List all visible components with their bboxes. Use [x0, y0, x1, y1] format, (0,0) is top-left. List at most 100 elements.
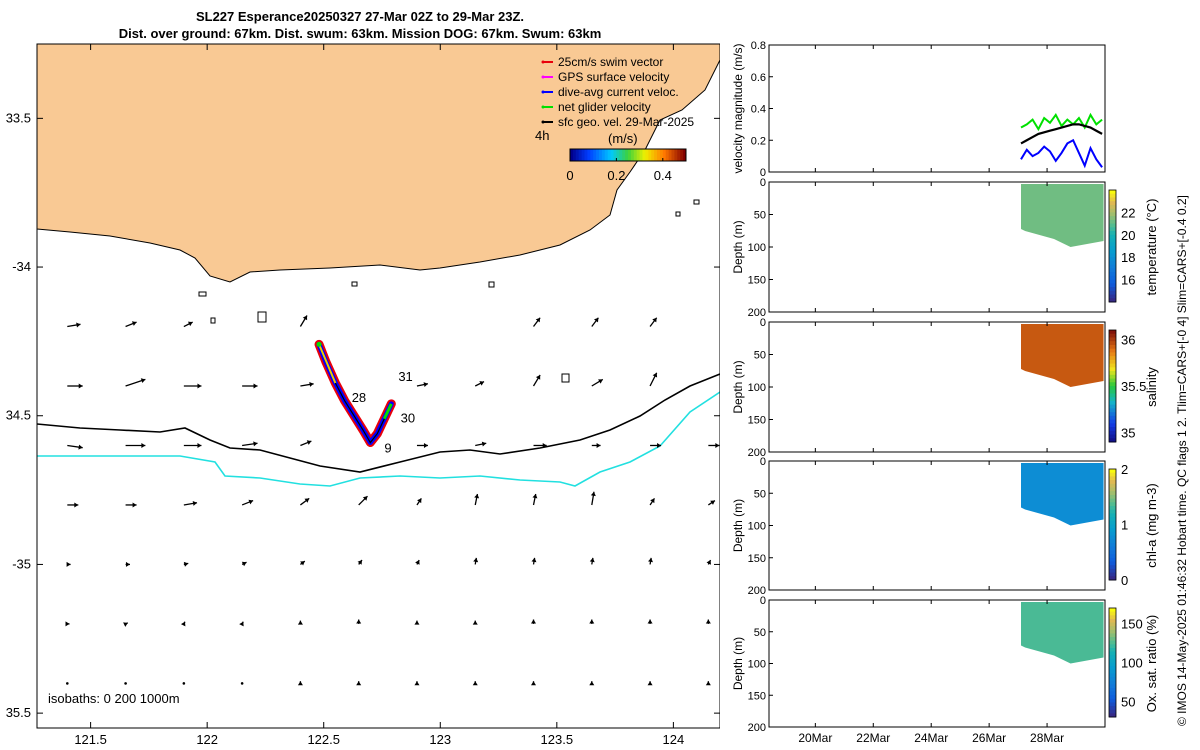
oxygen-colorbar-segment [1109, 611, 1116, 616]
salinity-colorbar-segment [1109, 438, 1116, 443]
current-vector-head [66, 561, 71, 567]
side-note: © IMOS 14-May-2025 01:46:32 Hobart time.… [1175, 195, 1189, 726]
colorbar-segment [596, 149, 600, 161]
temperature-colorbar-segment [1109, 204, 1116, 210]
velocity-series-line [1020, 138, 1103, 169]
current-vector-head [132, 502, 137, 508]
salinity-colorbar-segment [1109, 430, 1116, 436]
colorbar-segment [581, 149, 585, 161]
colorbar-segment [578, 149, 583, 161]
colorbar-segment [668, 149, 672, 161]
chl-a-colorbar-segment [1109, 539, 1116, 544]
salinity-y-tick-label: 150 [748, 415, 766, 427]
current-vector-head [356, 681, 362, 686]
colorbar-segment [633, 149, 638, 161]
chl-a-colorbar-segment [1109, 520, 1116, 525]
oxygen-colorbar-segment [1109, 618, 1116, 624]
oxygen-colorbar-segment [1109, 706, 1116, 711]
chl-a-colorbar-segment [1109, 535, 1116, 540]
map-x-tick-label: 121.5 [74, 732, 107, 747]
chl-a-colorbar-segment [1109, 546, 1116, 551]
current-vector-head [362, 496, 368, 501]
temperature-colorbar-segment [1109, 287, 1116, 292]
isobaths-label: isobaths: 0 200 1000m [48, 691, 180, 706]
current-vector-head [197, 383, 202, 389]
oxygen-colorbar-segment [1109, 666, 1116, 671]
oxygen-colorbar-segment [1109, 709, 1116, 714]
salinity-colorbar-segment [1109, 378, 1116, 383]
oxygen-y-label: Depth (m) [731, 637, 745, 690]
current-vector-head [141, 442, 146, 448]
temperature-colorbar-segment [1109, 193, 1116, 198]
current-vector-head [183, 561, 189, 567]
current-vector-head [589, 619, 595, 624]
current-vector-dot [182, 682, 186, 685]
colorbar-segment [622, 149, 626, 161]
oxygen-colorbar-segment [1109, 655, 1116, 660]
island [693, 199, 700, 205]
salinity-colorbar-segment [1109, 393, 1116, 398]
oxygen-y-tick-label: 150 [748, 690, 766, 702]
oxygen-section [1021, 602, 1104, 664]
current-vector-dot [240, 682, 244, 685]
chl-a-colorbar-segment [1109, 506, 1116, 511]
oxygen-colorbar-segment [1109, 698, 1116, 703]
temperature-y-tick-label: 200 [748, 307, 766, 319]
current-vector-head [596, 442, 601, 448]
oxygen-colorbar-tick-label: 100 [1121, 656, 1143, 671]
current-vector-head [78, 383, 83, 389]
chl-a-colorbar-segment [1109, 491, 1116, 496]
chl-a-colorbar-tick-label: 1 [1121, 518, 1128, 533]
map-y-tick-label: -34 [12, 259, 31, 274]
velocity-y-tick-label: 0.2 [751, 135, 766, 147]
salinity-colorbar-segment [1109, 412, 1116, 417]
current-vector-head [473, 557, 479, 563]
colorbar-segment [636, 149, 641, 161]
time-tick-label: 28Mar [1030, 731, 1064, 745]
current-vector-head [652, 372, 658, 378]
current-vector-head [598, 379, 603, 384]
oxygen-colorbar-segment [1109, 713, 1116, 718]
salinity-y-tick-label: 0 [760, 317, 766, 329]
map-x-tick-label: 122 [196, 732, 218, 747]
oxygen-colorbar-segment [1109, 629, 1116, 634]
current-vector-head [535, 317, 541, 323]
current-vector-head [531, 681, 537, 686]
current-vector-head [647, 619, 653, 624]
current-vector-head [297, 620, 303, 625]
chl-a-colorbar-segment [1109, 480, 1116, 485]
chl-a-colorbar-segment [1109, 494, 1116, 500]
temperature-colorbar-segment [1109, 257, 1116, 262]
oxygen-colorbar-segment [1109, 633, 1116, 638]
temperature-colorbar-segment [1109, 208, 1116, 213]
velocity-y-label: velocity magnitude (m/s) [731, 43, 745, 173]
legend-swatch-dot [541, 75, 545, 79]
velocity-panel-frame [768, 44, 1106, 173]
chl-a-colorbar-segment [1109, 568, 1116, 574]
current-vector-head [474, 493, 480, 499]
oxygen-colorbar-segment [1109, 673, 1116, 678]
colorbar-segment [599, 149, 603, 161]
salinity-colorbar-tick-label: 35 [1121, 426, 1135, 441]
current-vector-head [300, 561, 305, 566]
salinity-colorbar-segment [1109, 363, 1116, 368]
current-vector-head [197, 442, 202, 448]
isobath-200m [37, 373, 720, 473]
chart-title-line2: Dist. over ground: 67km. Dist. swum: 63k… [118, 26, 602, 41]
chl-a-colorbar-segment [1109, 572, 1116, 577]
track-day-label: 30 [401, 411, 415, 426]
current-vector-head [590, 491, 596, 497]
salinity-colorbar-tick-label: 36 [1121, 332, 1135, 347]
chl-a-colorbar-segment [1109, 472, 1116, 477]
current-vector-head [705, 619, 711, 624]
colorbar-unit: (m/s) [608, 131, 638, 146]
time-panels: 0 0.2 0.4 0.6 0.8 velocity magnitude (m/s) 0 50… [731, 40, 1159, 745]
salinity-colorbar-segment [1109, 344, 1116, 350]
isobath-1000m [37, 391, 720, 487]
current-vector-head [140, 378, 146, 384]
map-y-tick-label: 34.5 [6, 408, 31, 423]
current-vector-head [531, 619, 537, 624]
chl-a-colorbar-segment [1109, 531, 1116, 537]
temperature-colorbar-segment [1109, 216, 1116, 221]
current-vector-head [187, 321, 193, 327]
